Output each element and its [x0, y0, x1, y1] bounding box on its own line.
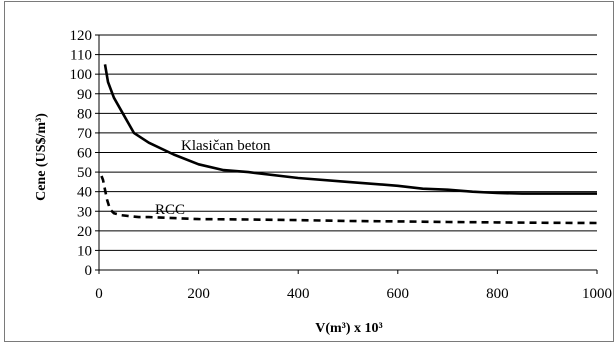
y-tick-label: 60 [77, 146, 92, 162]
y-axis-title: Cene (US$/m³) [34, 113, 49, 201]
y-tick-label: 90 [77, 87, 92, 103]
gridlines [99, 34, 597, 251]
chart-frame: 0 10 20 30 40 50 60 70 80 90 100 110 120 0 200 400 600 8… [4, 1, 614, 342]
y-tick-label: 100 [70, 67, 93, 83]
y-tick-label: 110 [70, 48, 92, 64]
axes [98, 35, 597, 271]
x-tick-label: 1000 [582, 286, 612, 302]
y-tick-label: 20 [77, 224, 92, 240]
series-line-klasican-beton [103, 64, 597, 195]
y-tick-label: 10 [77, 243, 92, 259]
y-tick-label: 120 [70, 28, 93, 44]
line-chart: 0 10 20 30 40 50 60 70 80 90 100 110 120 0 200 400 600 8… [34, 28, 612, 336]
series-labels: Klasičan beton RCC [155, 138, 271, 218]
y-tick-label: 0 [85, 263, 93, 279]
y-tick-label: 30 [77, 204, 92, 220]
x-axis-title: V(m³) x 10³ [315, 321, 383, 336]
y-tick-labels: 0 10 20 30 40 50 60 70 80 90 100 110 120 [70, 28, 99, 279]
y-tick-label: 50 [77, 165, 92, 181]
x-tick-label: 800 [486, 286, 509, 302]
x-tick-label: 0 [95, 286, 103, 302]
y-tick-label: 40 [77, 185, 92, 201]
series-lines [100, 64, 598, 225]
series-label-rcc: RCC [155, 202, 185, 218]
y-tick-label: 80 [77, 106, 92, 122]
x-tick-label: 200 [187, 286, 210, 302]
y-tick-label: 70 [77, 126, 92, 142]
x-tick-labels: 0 200 400 600 800 1000 [95, 270, 612, 302]
x-tick-label: 600 [387, 286, 410, 302]
series-line-rcc [100, 175, 598, 225]
series-label-klasican-beton: Klasičan beton [181, 138, 271, 154]
x-tick-label: 400 [287, 286, 310, 302]
